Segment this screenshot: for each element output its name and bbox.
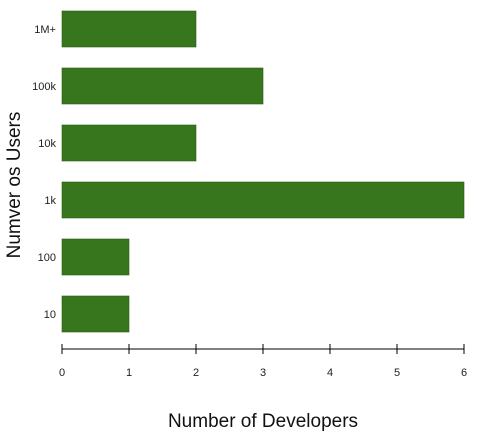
x-tick-label: 1 <box>126 367 132 379</box>
x-tick-label: 6 <box>461 367 467 379</box>
y-tick-label: 1M+ <box>34 24 56 36</box>
x-tick-label: 0 <box>59 367 65 379</box>
x-tick-label: 2 <box>193 367 199 379</box>
bar-10 <box>61 295 130 333</box>
y-tick-labels: 1M+ 100k 10k 1k 100 10 <box>32 24 56 321</box>
y-axis-title: Numver os Users <box>4 112 25 259</box>
bar-100k <box>61 67 264 105</box>
bar-100 <box>61 238 130 276</box>
bar-1mplus <box>61 10 197 48</box>
bar-1k <box>61 181 465 219</box>
bars-group <box>61 10 465 333</box>
x-tick-label: 5 <box>394 367 400 379</box>
y-tick-label: 10 <box>44 309 56 321</box>
y-tick-label: 100 <box>38 252 56 264</box>
x-ticks: 0 1 2 3 4 5 6 <box>59 344 467 379</box>
y-tick-label: 100k <box>32 81 56 93</box>
y-tick-label: 10k <box>38 138 56 150</box>
y-tick-label: 1k <box>44 195 56 207</box>
x-axis-title: Number of Developers <box>168 411 358 432</box>
x-tick-label: 4 <box>327 367 333 379</box>
bar-10k <box>61 124 197 162</box>
x-tick-label: 3 <box>260 367 266 379</box>
